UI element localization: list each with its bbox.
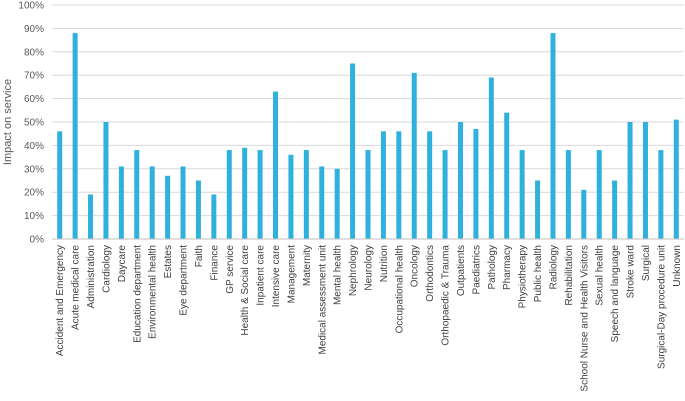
bar (565, 150, 571, 239)
bar (627, 122, 633, 239)
bar (303, 150, 309, 239)
bar (519, 150, 525, 239)
bar (504, 112, 510, 239)
bar (319, 166, 325, 239)
x-category-label: Cardiology (101, 245, 112, 293)
bar (658, 150, 664, 239)
bar (581, 189, 587, 239)
y-tick-label: 60% (24, 94, 44, 105)
x-category-label: Unknown (672, 245, 683, 287)
bar (118, 166, 124, 239)
bar (365, 150, 371, 239)
bar (457, 122, 463, 239)
bar (642, 122, 648, 239)
x-category-label: Radiology (548, 245, 559, 289)
x-category-label: Stroke ward (626, 245, 637, 298)
x-category-label: Estates (163, 245, 174, 278)
x-category-label: Pharmacy (502, 245, 513, 290)
y-axis-title: Impact on service (2, 79, 14, 165)
bar (57, 131, 63, 239)
bars (57, 33, 679, 239)
bar (350, 63, 356, 239)
x-category-label: Administration (86, 245, 97, 308)
bar (195, 180, 201, 239)
y-tick-label: 20% (24, 188, 44, 199)
x-category-label: Intensive care (271, 245, 282, 308)
x-category-label: Mental health (333, 245, 344, 305)
y-tick-label: 70% (24, 71, 44, 82)
bar (180, 166, 186, 239)
x-category-label: Faith (194, 245, 205, 267)
y-tick-label: 40% (24, 141, 44, 152)
bar (427, 131, 433, 239)
x-category-label: Paediatrics (471, 245, 482, 294)
bar (149, 166, 155, 239)
bar (535, 180, 541, 239)
x-category-label: Outpatients (456, 245, 467, 296)
x-category-label: Health & Social care (240, 245, 251, 336)
bar (550, 33, 556, 239)
y-tick-label: 80% (24, 47, 44, 58)
x-category-label: Accident and Emergency (55, 245, 66, 356)
x-category-label: Eye department (179, 245, 190, 316)
x-category-label: Rehabilitation (564, 245, 575, 306)
x-category-label: Public health (533, 245, 544, 302)
bar (288, 154, 294, 239)
bar (442, 150, 448, 239)
x-category-label: Environmental health (148, 245, 159, 339)
x-category-label: Oncology (410, 245, 421, 287)
bar (134, 150, 140, 239)
bar (396, 131, 402, 239)
bar (242, 147, 248, 239)
x-category-label: Pathology (487, 245, 498, 289)
y-tick-label: 30% (24, 164, 44, 175)
x-category-label: School Nurse and Health Visitors (579, 245, 590, 392)
bar (257, 150, 263, 239)
gridlines (52, 4, 684, 217)
x-category-label: Physiotherapy (518, 245, 529, 308)
x-axis-category-labels: Accident and Emergency Acute medical care… (55, 245, 683, 392)
x-category-label: GP service (225, 245, 236, 294)
x-category-label: Maternity (302, 245, 313, 286)
x-category-label: Daycare (117, 245, 128, 283)
x-category-label: Acute medical care (71, 245, 82, 330)
x-category-label: Management (286, 245, 297, 304)
bar (273, 91, 279, 239)
x-category-label: Orthodontics (425, 245, 436, 302)
y-tick-label: 0% (30, 235, 45, 246)
x-category-label: Sexual health (595, 245, 606, 306)
y-axis-ticks: 0% 10% 20% 30% 40% 50% 60% 70% 80% 90% 100% (18, 1, 44, 246)
x-category-label: Education department (132, 245, 143, 343)
x-category-label: Medical assessment unit (317, 245, 328, 355)
y-tick-label: 10% (24, 211, 44, 222)
bar (673, 119, 679, 239)
y-tick-label: 50% (24, 118, 44, 129)
y-tick-label: 100% (18, 1, 44, 12)
x-category-label: Surgical-Day procedure unit (656, 245, 667, 369)
bar (488, 77, 494, 239)
x-category-label: Occupational health (394, 245, 405, 333)
bar (411, 72, 417, 239)
bar (72, 33, 78, 239)
x-category-label: Orthopaedic & Trauma (441, 245, 452, 346)
bar (596, 150, 602, 239)
x-category-label: Surgical (641, 245, 652, 281)
x-category-label: Nutrition (379, 245, 390, 282)
bar (334, 168, 340, 239)
bar (612, 180, 618, 239)
x-category-label: Neurology (364, 245, 375, 291)
x-category-label: Nephrology (348, 245, 359, 296)
x-category-label: Finance (209, 245, 220, 281)
y-tick-label: 90% (24, 24, 44, 35)
bar (380, 131, 386, 239)
bar (473, 129, 479, 239)
bar (165, 175, 171, 239)
bar (211, 194, 217, 239)
bar (226, 150, 232, 239)
bar (103, 122, 109, 239)
x-category-label: Inpatient care (256, 245, 267, 306)
x-category-label: Speech and language (610, 245, 621, 343)
bar (88, 194, 94, 239)
